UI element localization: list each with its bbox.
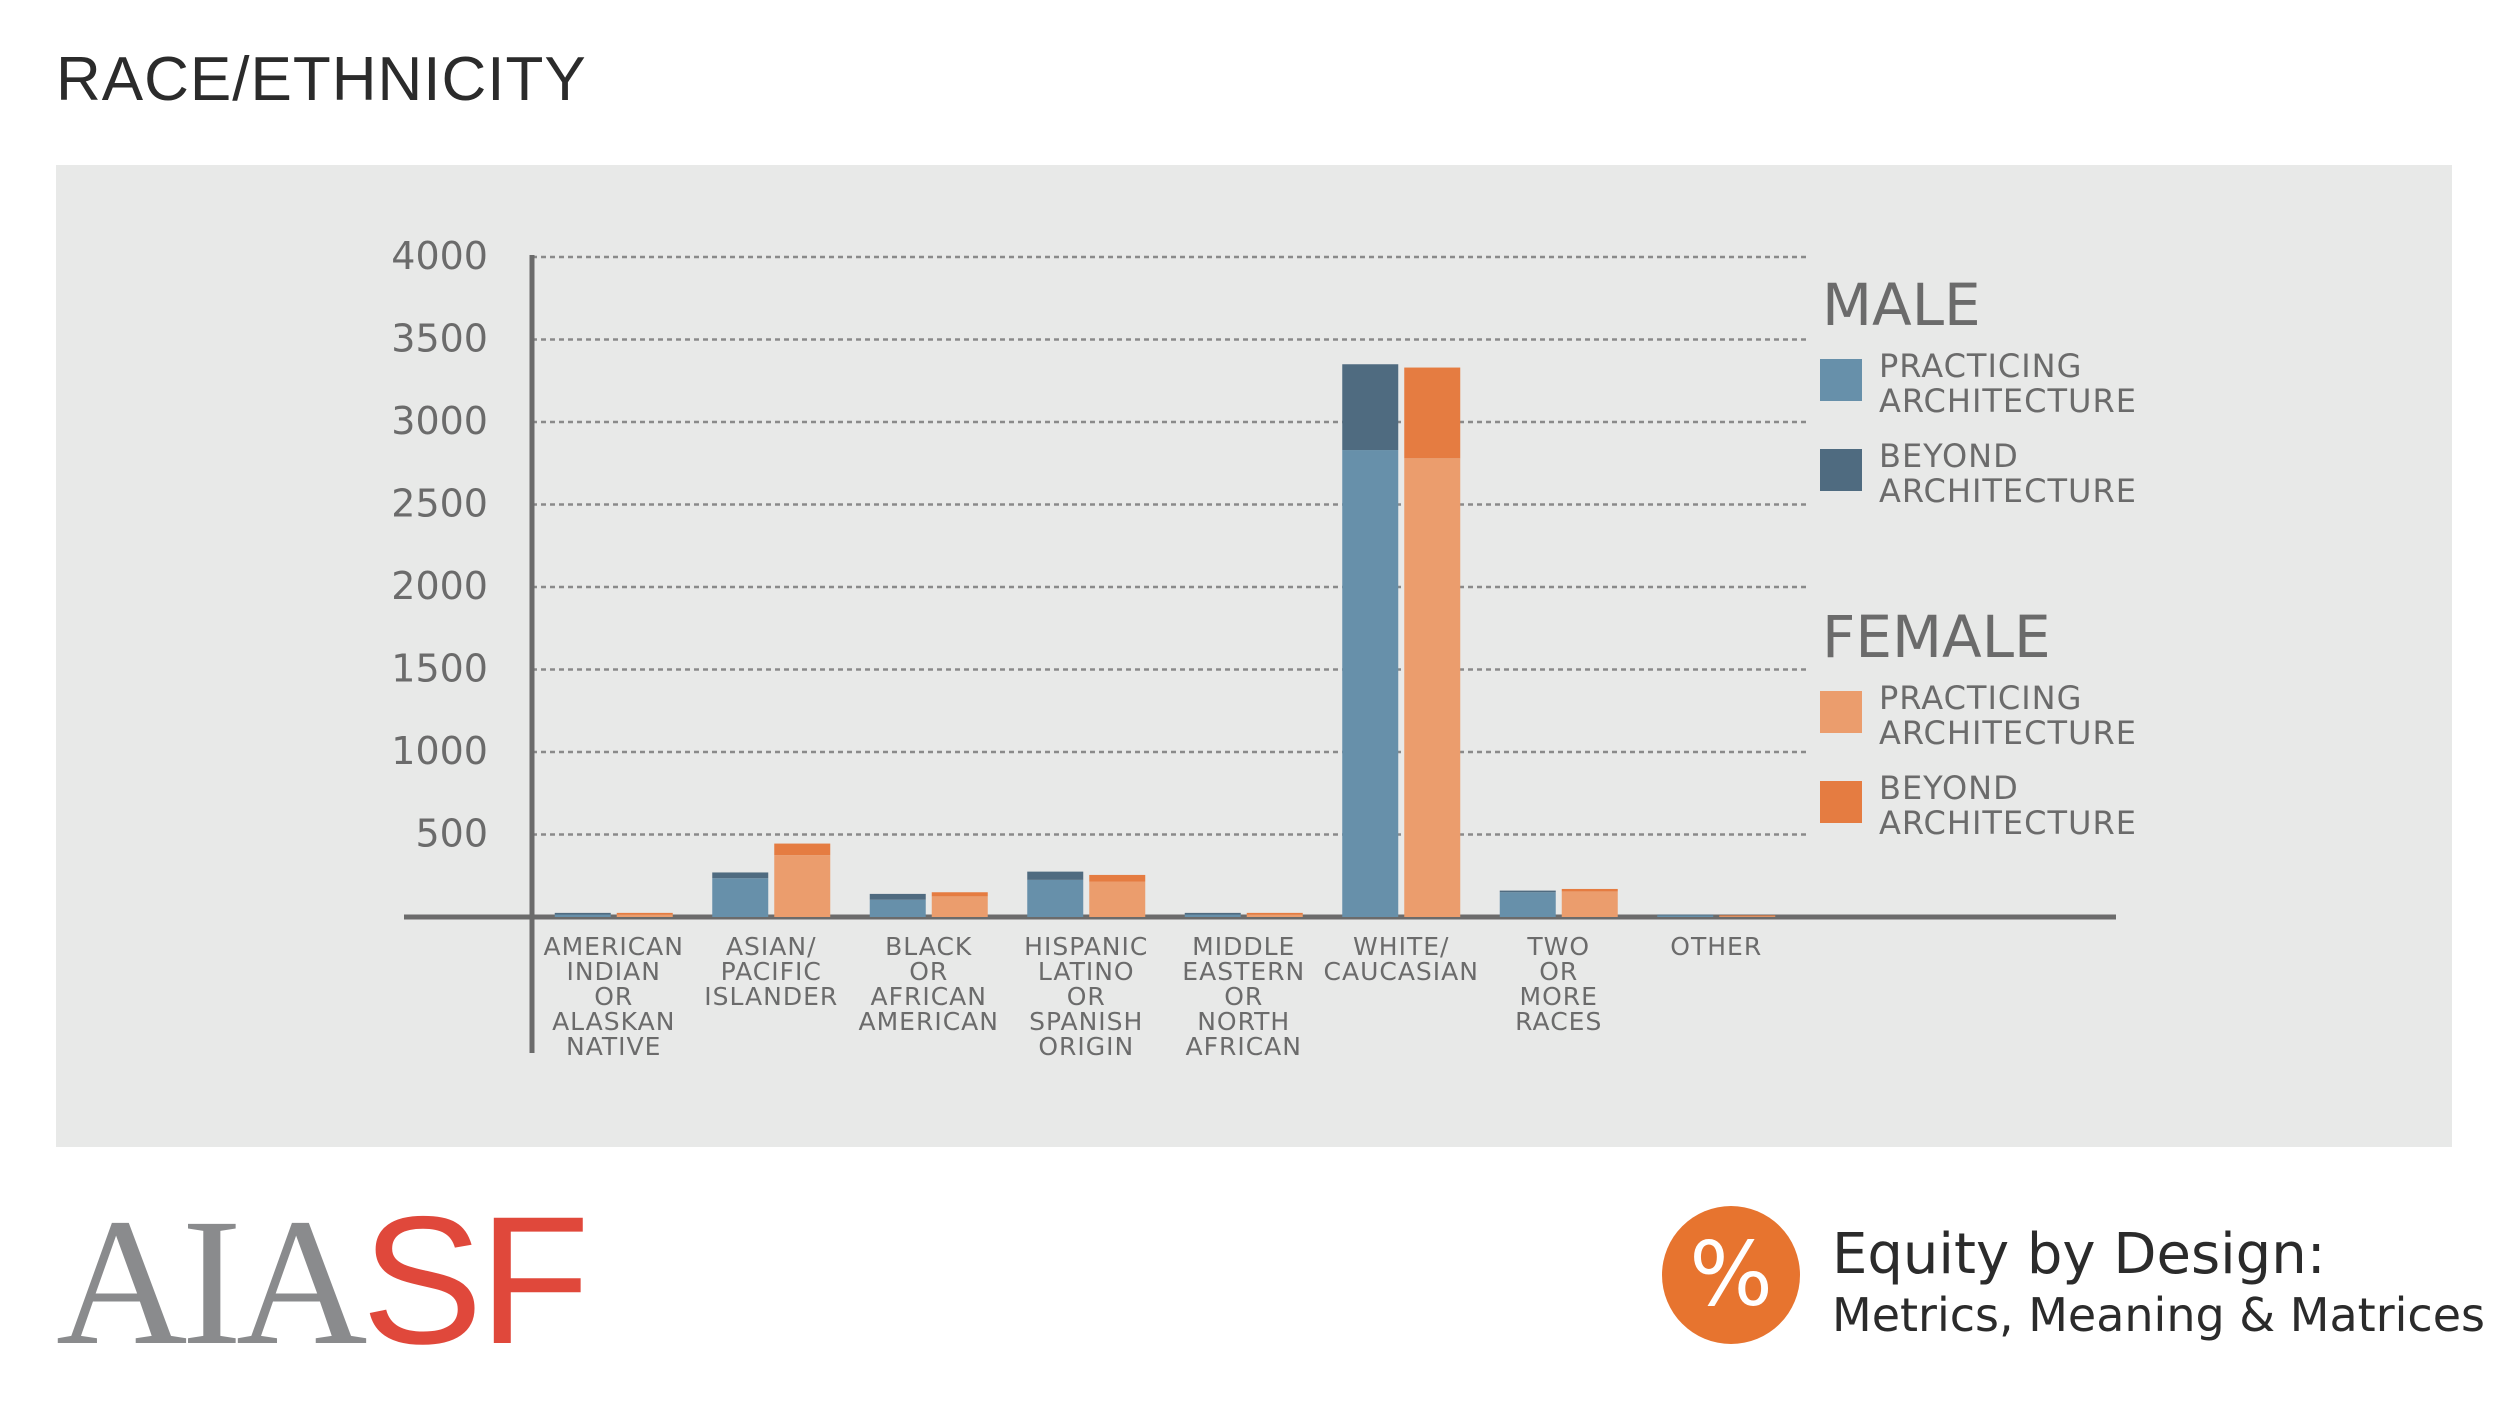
x-tick-label-3: HISPANIC LATINO OR SPANISH ORIGIN [1024, 932, 1148, 1061]
aiasf-logo: AIASF [56, 1189, 590, 1374]
bar-male-practicing-1 [712, 878, 769, 917]
bar-male-beyond-0 [554, 912, 611, 915]
bar-female-beyond-5 [1404, 367, 1461, 459]
x-tick-label-7: OTHER [1670, 932, 1762, 961]
bar-male-practicing-4 [1184, 914, 1241, 917]
y-tick-label-2000: 2000 [391, 564, 488, 608]
bar-male-beyond-7 [1657, 914, 1714, 916]
legend-title-male: MALE [1822, 271, 1981, 339]
bar-female-beyond-3 [1089, 874, 1146, 882]
legend-title-female: FEMALE [1822, 603, 2051, 671]
bar-female-practicing-6 [1561, 891, 1618, 917]
chart-panel: 4000 3500 3000 2500 2000 1500 1000 500 AMERICAN I… [56, 165, 2452, 1147]
bar-female-practicing-5 [1404, 458, 1461, 917]
bar-female-practicing-2 [931, 896, 988, 917]
legend-label-0-0: PRACTICING ARCHITECTURE [1879, 347, 2137, 420]
x-tick-label-5: WHITE/CAUCASIAN [1324, 932, 1479, 986]
bar-female-beyond-7 [1719, 915, 1776, 917]
bar-female-beyond-2 [931, 892, 988, 897]
y-tick-label-1000: 1000 [391, 729, 488, 773]
bar-female-practicing-4 [1246, 914, 1303, 917]
legend-swatch-0-0 [1820, 359, 1862, 401]
legend-label-1-1: BEYOND ARCHITECTURE [1879, 769, 2137, 842]
equity-title: Equity by Design: [1832, 1222, 2326, 1287]
x-tick-label-2: BLACK OR AFRICAN AMERICAN [859, 932, 999, 1036]
legend-label-0-1: BEYOND ARCHITECTURE [1879, 437, 2137, 510]
bar-male-practicing-5 [1342, 450, 1399, 917]
bar-female-practicing-3 [1089, 881, 1146, 917]
page-title: RACE/ETHNICITY [56, 45, 587, 114]
logo-aia-text: AIA [56, 1182, 367, 1383]
bar-male-beyond-4 [1184, 912, 1241, 915]
bar-male-beyond-5 [1342, 364, 1399, 451]
x-tick-label-4: MIDDLE EASTERN OR NORTH AFRICAN [1182, 932, 1305, 1061]
x-tick-label-1: ASIAN/PACIFIC ISLANDER [704, 932, 838, 1011]
bar-female-beyond-0 [616, 912, 673, 915]
bar-male-practicing-6 [1499, 892, 1556, 917]
bar-female-beyond-6 [1561, 888, 1618, 892]
y-tick-label-2500: 2500 [391, 482, 488, 526]
y-tick-label-3000: 3000 [391, 399, 488, 443]
bar-male-practicing-2 [869, 899, 926, 917]
percent-icon: % [1662, 1206, 1800, 1344]
bar-female-practicing-0 [616, 914, 673, 917]
race-ethnicity-chart: 4000 3500 3000 2500 2000 1500 1000 500 AMERICAN I… [391, 234, 2137, 1061]
equity-subtitle: Metrics, Meaning & Matrices [1832, 1288, 2485, 1342]
bar-male-beyond-1 [712, 872, 769, 879]
bar-male-practicing-0 [554, 914, 611, 917]
logo-sf-text: SF [361, 1178, 590, 1382]
y-tick-label-1500: 1500 [391, 647, 488, 691]
bar-male-practicing-3 [1027, 879, 1084, 917]
legend-swatch-1-0 [1820, 691, 1862, 733]
x-tick-label-6: TWO OR MORE RACES [1515, 932, 1602, 1036]
y-tick-label-500: 500 [415, 812, 488, 856]
bar-male-beyond-2 [869, 893, 926, 900]
bar-female-practicing-1 [774, 855, 831, 917]
y-tick-label-3500: 3500 [391, 317, 488, 361]
bar-female-beyond-1 [774, 843, 831, 856]
bar-female-beyond-4 [1246, 912, 1303, 915]
x-tick-label-0: AMERICAN INDIAN OR ALASKAN NATIVE [544, 932, 684, 1061]
bar-male-beyond-6 [1499, 890, 1556, 893]
legend-swatch-0-1 [1820, 449, 1862, 491]
y-tick-label-4000: 4000 [391, 234, 488, 278]
bar-male-beyond-3 [1027, 871, 1084, 880]
bar-female-practicing-7 [1719, 916, 1776, 917]
legend-label-1-0: PRACTICING ARCHITECTURE [1879, 679, 2137, 752]
legend-swatch-1-1 [1820, 781, 1862, 823]
bar-male-practicing-7 [1657, 915, 1714, 917]
